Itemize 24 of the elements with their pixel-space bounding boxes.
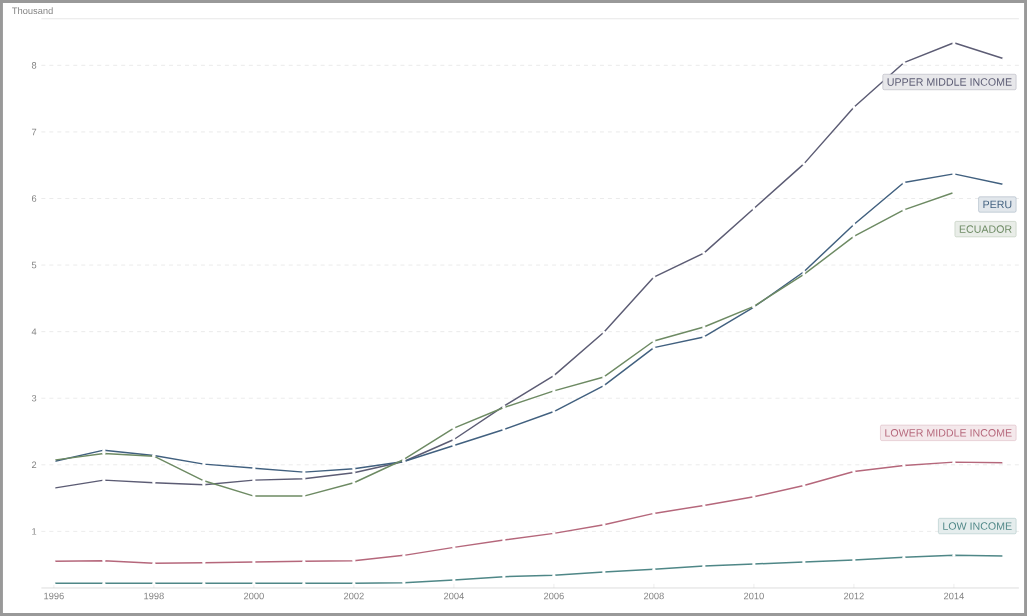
y-tick-label: 1 <box>32 528 37 535</box>
series-label: UPPER MIDDLE INCOME <box>887 78 1012 86</box>
x-tick-label: 2008 <box>643 592 664 600</box>
x-tick-label: 2000 <box>243 592 264 600</box>
y-tick-label: 8 <box>31 62 37 69</box>
series-label: PERU <box>983 200 1012 209</box>
text: LOW INCOME <box>943 522 1012 530</box>
y-tick-label: 7 <box>31 128 37 136</box>
y-tick-label: 4 <box>31 328 37 335</box>
y-tick-label: 6 <box>31 195 37 202</box>
x-tick-label: 2004 <box>443 592 464 600</box>
y-tick-label: 2 <box>31 461 37 469</box>
x-tick-label: 2002 <box>343 592 364 600</box>
text: ECUADOR <box>959 225 1012 233</box>
x-tick-label: 2014 <box>943 592 964 600</box>
y-axis-title: Thousand <box>12 7 53 15</box>
x-tick-label: 2010 <box>743 592 764 600</box>
x-tick-label: 1998 <box>144 592 164 600</box>
x-tick-label: 1996 <box>44 592 64 600</box>
y-tick-label: 5 <box>31 261 37 269</box>
y-tick-label: 3 <box>31 394 37 402</box>
x-tick-label: 2006 <box>543 592 564 600</box>
text: LOWER MIDDLE INCOME <box>885 429 1012 437</box>
x-tick-label: 2012 <box>843 592 864 600</box>
